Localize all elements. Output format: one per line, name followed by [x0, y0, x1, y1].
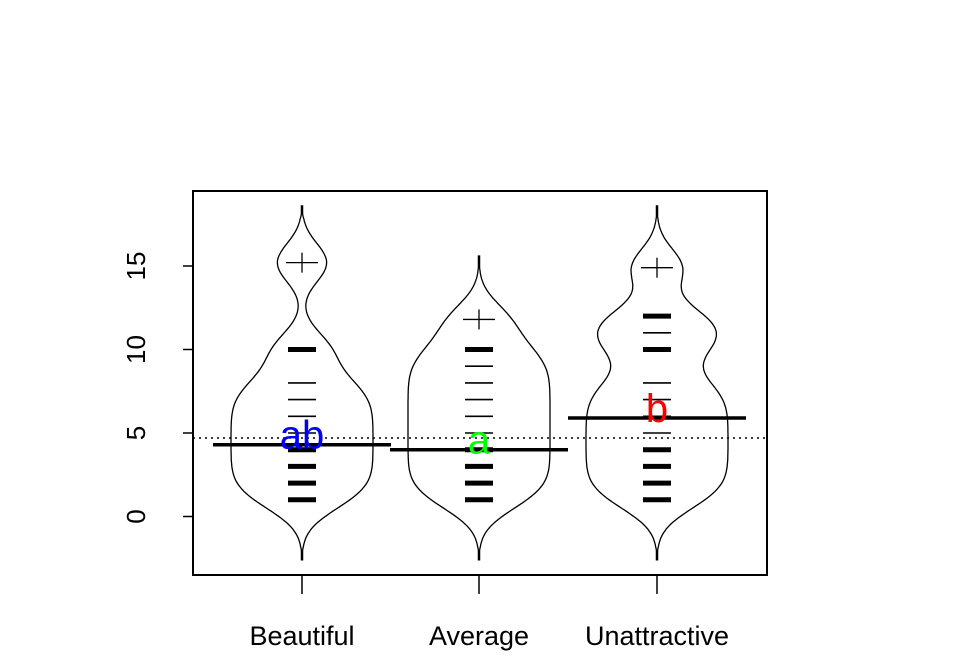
bean-beautiful: ab	[213, 205, 391, 561]
y-tick-label: 15	[121, 252, 151, 281]
y-axis: 0 5 10 15	[121, 252, 193, 524]
x-axis: Beautiful Average Unattractive	[249, 575, 729, 651]
x-tick-label: Average	[429, 621, 529, 651]
group-letter: b	[646, 387, 668, 431]
plot-frame	[192, 190, 768, 576]
bean-unattractive: b	[568, 205, 746, 561]
bean-layer: ab ab	[213, 205, 746, 561]
y-tick-label: 5	[121, 426, 151, 440]
group-letter: ab	[280, 414, 325, 458]
bean-density-outline	[407, 255, 551, 561]
group-letter: a	[468, 419, 491, 463]
x-tick-label: Unattractive	[585, 621, 729, 651]
y-tick-label: 10	[121, 335, 151, 364]
bean-average: a	[390, 255, 568, 561]
y-tick-label: 0	[121, 509, 151, 523]
x-tick-label: Beautiful	[249, 621, 354, 651]
bean-density-outline	[585, 205, 729, 561]
